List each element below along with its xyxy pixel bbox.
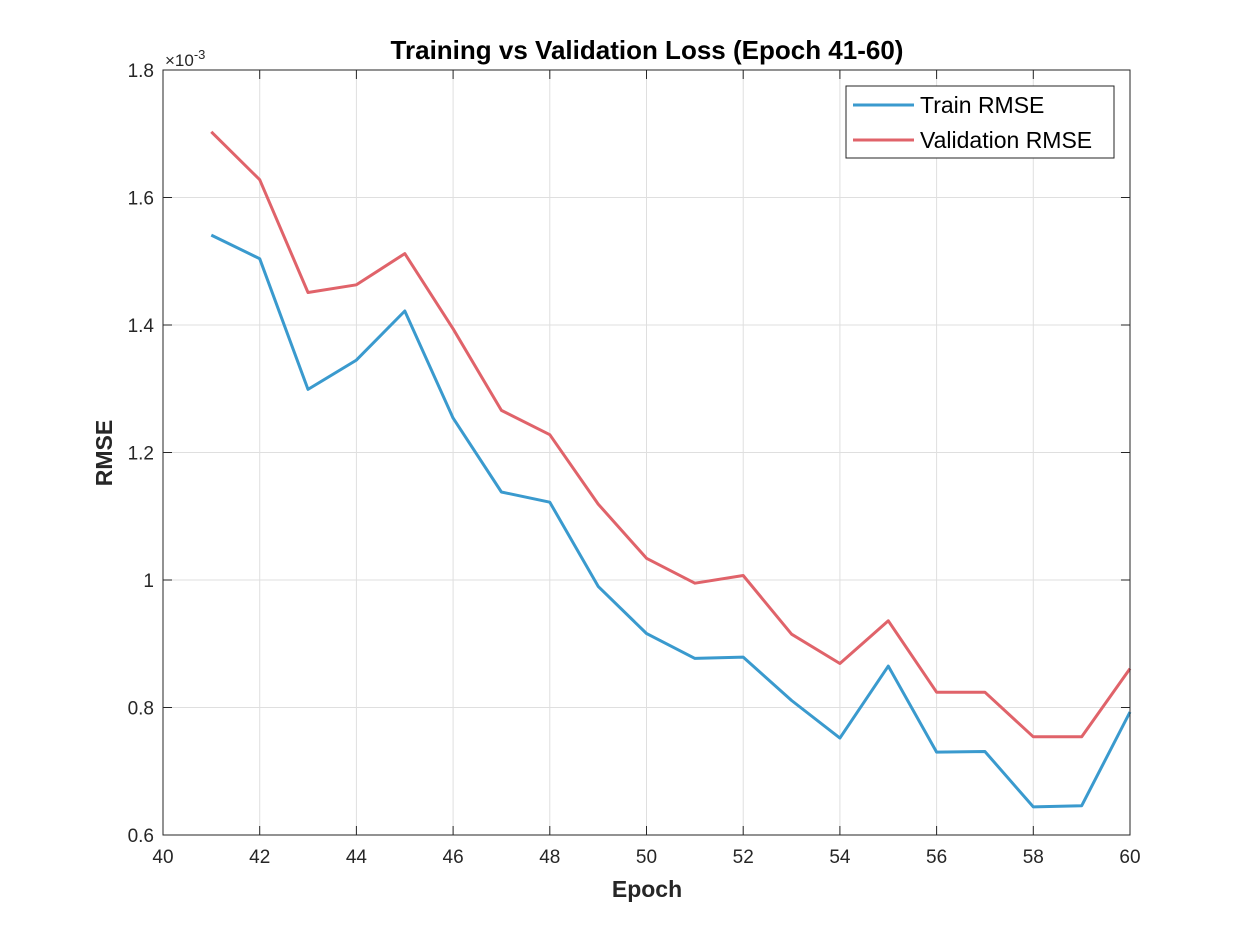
y-tick-label: 1 bbox=[143, 571, 154, 592]
x-tick-label: 56 bbox=[926, 847, 947, 868]
x-tick-label: 42 bbox=[249, 847, 270, 868]
x-tick-label: 40 bbox=[152, 847, 173, 868]
y-tick-label: 1.8 bbox=[128, 61, 154, 82]
legend-entry-label: Train RMSE bbox=[920, 92, 1044, 118]
x-axis-label: Epoch bbox=[612, 876, 682, 902]
y-exponent-label: ×10-3 bbox=[165, 47, 205, 70]
legend-entry-label: Validation RMSE bbox=[920, 127, 1092, 153]
y-tick-label: 1.2 bbox=[128, 444, 154, 465]
x-tick-label: 54 bbox=[829, 847, 851, 868]
x-tick-label: 50 bbox=[636, 847, 657, 868]
x-tick-label: 44 bbox=[346, 847, 368, 868]
chart-title: Training vs Validation Loss (Epoch 41-60… bbox=[391, 35, 904, 65]
y-tick-label: 0.6 bbox=[128, 826, 154, 847]
y-axis-label: RMSE bbox=[91, 420, 117, 486]
series-line-validation-rmse bbox=[210, 130, 1132, 739]
axis-ticks bbox=[162, 69, 1131, 836]
x-tick-label: 58 bbox=[1023, 847, 1044, 868]
x-tick-label: 52 bbox=[733, 847, 754, 868]
legend-box bbox=[845, 85, 1115, 159]
y-tick-label: 0.8 bbox=[128, 699, 154, 720]
series-line-train-rmse bbox=[210, 233, 1132, 809]
x-tick-label: 60 bbox=[1119, 847, 1140, 868]
x-tick-label: 48 bbox=[539, 847, 560, 868]
legend: Train RMSE Validation RMSE bbox=[845, 85, 1115, 159]
y-tick-label: 1.4 bbox=[128, 316, 155, 337]
series-layer bbox=[210, 130, 1132, 809]
x-tick-labels: 40 42 44 46 48 50 52 54 56 58 60 bbox=[152, 847, 1140, 868]
y-tick-labels: 0.6 0.8 1 1.2 1.4 1.6 1.8 bbox=[128, 61, 155, 847]
y-tick-label: 1.6 bbox=[128, 189, 154, 210]
x-tick-label: 46 bbox=[443, 847, 464, 868]
